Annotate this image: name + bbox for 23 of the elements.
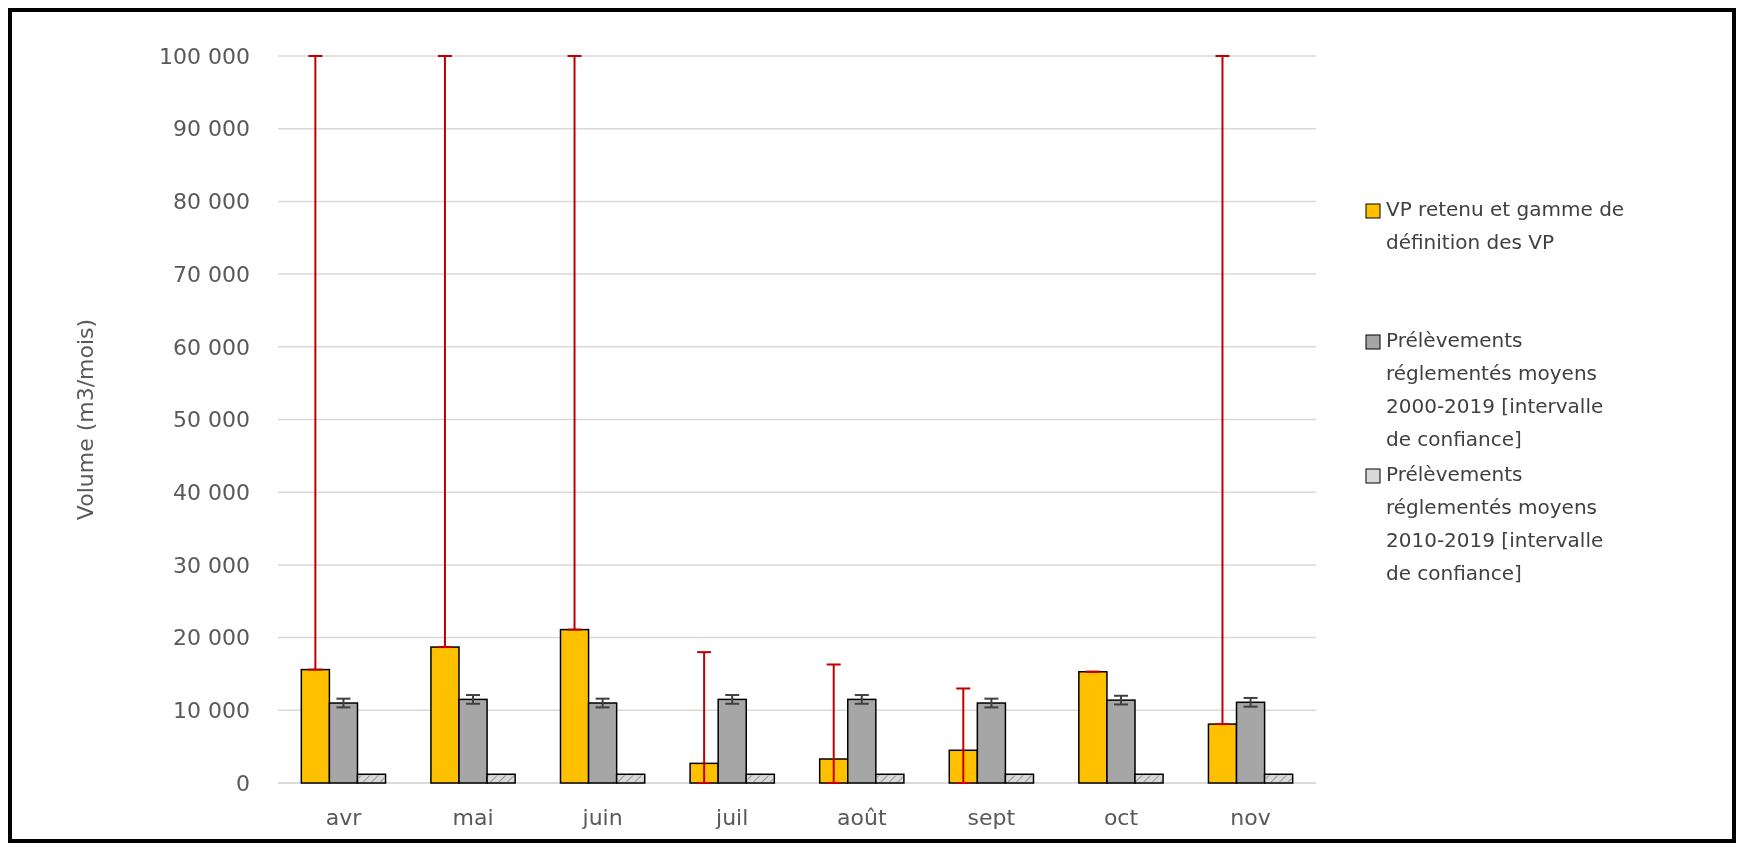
y-tick-label: 100 000 bbox=[159, 43, 250, 69]
x-tick-label: juil bbox=[715, 805, 749, 830]
y-tick-label: 80 000 bbox=[173, 189, 250, 215]
y-tick-label: 30 000 bbox=[173, 552, 250, 578]
x-tick-label: août bbox=[837, 805, 887, 830]
y-tick-label: 60 000 bbox=[173, 334, 250, 360]
y-tick-label: 10 000 bbox=[173, 698, 250, 723]
legend-label: Prélèvements réglementés moyens 2000-2019 [intervalle de confiance] bbox=[1386, 328, 1604, 451]
legend-label: Prélèvements réglementés moyens 2010-2019 [intervalle de confiance] bbox=[1386, 462, 1604, 585]
y-tick-label: 70 000 bbox=[173, 261, 250, 287]
y-tick-label: 90 000 bbox=[173, 116, 250, 142]
x-tick-label: juin bbox=[581, 805, 623, 830]
x-tick-label: nov bbox=[1230, 805, 1271, 830]
legend-label: VP retenu et gamme de définition des VP bbox=[1386, 197, 1625, 254]
y-axis-title: Volume (m3/mois) bbox=[73, 318, 98, 521]
y-tick-label: 20 000 bbox=[173, 625, 250, 651]
x-tick-label: oct bbox=[1103, 805, 1139, 830]
x-tick-label: sept bbox=[967, 805, 1016, 830]
x-tick-label: mai bbox=[452, 805, 494, 830]
y-tick-label: 0 bbox=[236, 770, 250, 796]
y-tick-label: 40 000 bbox=[173, 479, 250, 505]
y-tick-label: 50 000 bbox=[173, 407, 250, 433]
x-tick-label: avr bbox=[325, 805, 363, 830]
